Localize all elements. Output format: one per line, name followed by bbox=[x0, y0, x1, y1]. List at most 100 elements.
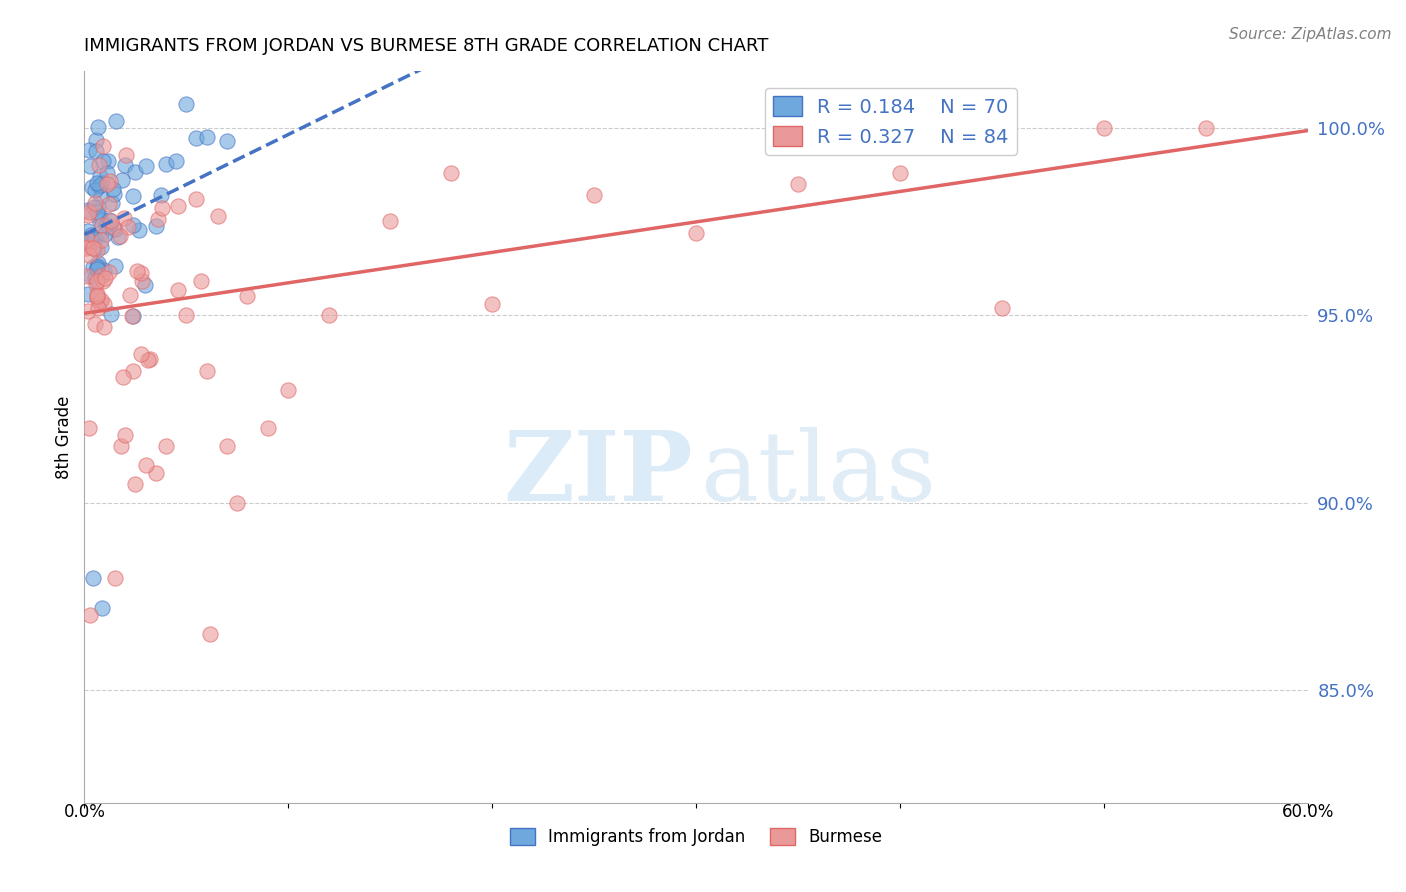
Point bbox=[1195, 120, 1218, 135]
Y-axis label: 8th Grade: 8th Grade bbox=[55, 395, 73, 479]
Point bbox=[93, 297, 115, 311]
Text: 0.0%: 0.0% bbox=[63, 803, 105, 821]
Point bbox=[86, 274, 108, 288]
Point bbox=[104, 222, 127, 236]
Point bbox=[277, 383, 299, 397]
Point bbox=[82, 260, 104, 275]
Point bbox=[93, 227, 115, 241]
Point bbox=[167, 283, 190, 297]
Point bbox=[77, 248, 100, 262]
Text: atlas: atlas bbox=[700, 426, 936, 521]
Point bbox=[86, 243, 108, 257]
Point bbox=[100, 174, 122, 188]
Point bbox=[87, 120, 110, 135]
Point bbox=[124, 164, 146, 178]
Point bbox=[89, 293, 111, 307]
Point bbox=[112, 211, 135, 225]
Point bbox=[97, 154, 120, 169]
Text: IMMIGRANTS FROM JORDAN VS BURMESE 8TH GRADE CORRELATION CHART: IMMIGRANTS FROM JORDAN VS BURMESE 8TH GR… bbox=[84, 37, 769, 54]
Point bbox=[90, 240, 112, 254]
Point bbox=[91, 218, 114, 232]
Point bbox=[124, 477, 146, 491]
Point bbox=[97, 212, 120, 227]
Point bbox=[87, 259, 110, 273]
Point bbox=[110, 229, 132, 244]
Point bbox=[76, 303, 98, 318]
Point bbox=[90, 233, 112, 247]
Point bbox=[195, 129, 218, 144]
Point bbox=[125, 264, 148, 278]
Point bbox=[889, 166, 911, 180]
Point bbox=[87, 158, 110, 172]
Point bbox=[104, 571, 127, 585]
Point bbox=[121, 309, 143, 323]
Point bbox=[84, 144, 107, 158]
Point bbox=[104, 259, 127, 273]
Point bbox=[165, 153, 187, 168]
Point bbox=[136, 353, 159, 368]
Point bbox=[167, 199, 190, 213]
Point bbox=[991, 301, 1014, 315]
Point bbox=[200, 627, 222, 641]
Point bbox=[114, 148, 136, 162]
Point bbox=[100, 214, 122, 228]
Point bbox=[76, 224, 98, 238]
Point bbox=[90, 189, 112, 203]
Point bbox=[114, 428, 136, 442]
Point bbox=[121, 218, 143, 232]
Point bbox=[97, 197, 120, 211]
Point bbox=[84, 317, 107, 331]
Point bbox=[217, 134, 239, 148]
Point bbox=[105, 113, 128, 128]
Point bbox=[184, 192, 207, 206]
Point bbox=[226, 496, 249, 510]
Point bbox=[94, 218, 117, 232]
Point bbox=[129, 347, 152, 361]
Point bbox=[79, 608, 101, 623]
Point bbox=[107, 230, 129, 244]
Point bbox=[174, 308, 197, 322]
Point bbox=[83, 232, 105, 246]
Point bbox=[76, 287, 98, 301]
Point bbox=[134, 278, 156, 293]
Text: ZIP: ZIP bbox=[503, 426, 693, 521]
Point bbox=[80, 268, 103, 283]
Point bbox=[90, 269, 112, 284]
Point bbox=[122, 309, 145, 323]
Point bbox=[90, 600, 112, 615]
Point bbox=[118, 288, 141, 302]
Point bbox=[97, 265, 120, 279]
Point bbox=[186, 131, 208, 145]
Point bbox=[84, 183, 107, 197]
Point bbox=[87, 179, 110, 194]
Point bbox=[129, 266, 152, 280]
Point bbox=[76, 208, 98, 222]
Point bbox=[91, 153, 114, 168]
Point bbox=[100, 196, 122, 211]
Point bbox=[86, 289, 108, 303]
Point bbox=[90, 226, 112, 240]
Point bbox=[195, 364, 218, 378]
Point bbox=[101, 181, 124, 195]
Text: 60.0%: 60.0% bbox=[1281, 803, 1334, 821]
Point bbox=[150, 201, 173, 215]
Point bbox=[86, 200, 108, 214]
Point bbox=[86, 204, 108, 219]
Point bbox=[135, 159, 157, 173]
Legend: Immigrants from Jordan, Burmese: Immigrants from Jordan, Burmese bbox=[503, 822, 889, 853]
Point bbox=[110, 440, 132, 454]
Point bbox=[89, 178, 111, 192]
Point bbox=[84, 242, 107, 256]
Point bbox=[380, 214, 402, 228]
Point bbox=[86, 260, 108, 275]
Point bbox=[77, 239, 100, 253]
Point bbox=[80, 227, 103, 242]
Point bbox=[114, 158, 136, 172]
Point bbox=[146, 211, 169, 226]
Point bbox=[89, 293, 111, 308]
Point bbox=[76, 269, 98, 284]
Point bbox=[787, 177, 810, 191]
Point bbox=[86, 287, 108, 301]
Point bbox=[86, 176, 108, 190]
Point bbox=[77, 202, 100, 217]
